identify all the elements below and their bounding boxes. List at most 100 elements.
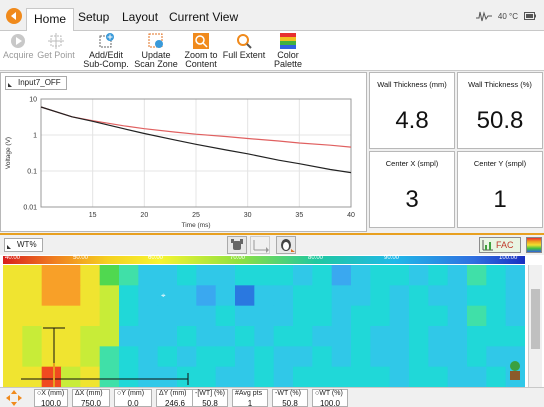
readout-value: 3 [405, 186, 419, 213]
field-label: #Avg pts [235, 390, 263, 397]
cscan-cell [370, 265, 391, 286]
update-scan-zone-button[interactable]: Update Scan Zone [133, 33, 179, 69]
cscan-cell [389, 265, 410, 286]
add-edit-subcomp-button[interactable]: Add/Edit Sub-Comp. [83, 33, 129, 69]
field-value: 1 [247, 399, 253, 407]
play-icon [10, 33, 26, 49]
zoom-content-label-1: Zoom to [184, 50, 218, 60]
pan-tool-button[interactable] [227, 236, 247, 254]
cscan-cell [177, 265, 197, 286]
palette-swatch-icon[interactable] [526, 237, 542, 253]
cscan-cell [119, 265, 139, 286]
field-max-wt[interactable]: ○WT (%) 100.0 [312, 389, 348, 407]
update-scan-label-2: Scan Zone [134, 59, 178, 69]
acquire-button[interactable]: Acquire [3, 33, 34, 60]
cscan-cell [312, 326, 333, 347]
cscan-cell [312, 366, 333, 387]
cscan-cell [196, 265, 217, 286]
cscan-cell [467, 285, 487, 307]
cscan-cell [273, 326, 294, 347]
cscan-map[interactable]: ⌖ [3, 265, 525, 387]
tab-setup[interactable]: Setup [78, 10, 110, 24]
cscan-cell [428, 305, 449, 327]
vertical-scrollbar[interactable] [528, 265, 542, 387]
tab-current-view[interactable]: Current View [169, 10, 239, 24]
field-min-wt[interactable]: -WT (%) 50.8 [272, 389, 308, 407]
cscan-cell [254, 285, 275, 307]
scan-zone-icon [148, 33, 164, 49]
cscan-cell [486, 305, 507, 327]
cscan-cell [80, 305, 101, 327]
cscan-cell [467, 346, 487, 368]
cscan-cell [196, 305, 217, 327]
cscan-cell [235, 265, 255, 286]
scrollbar-thumb[interactable] [531, 289, 540, 349]
add-edit-label-1: Add/Edit [88, 50, 124, 60]
cscan-cell [273, 305, 294, 327]
ascan-chart[interactable]: 15 20 25 30 35 40 10 1 0.1 0.01 Time (ms) Voltage (… [1, 73, 366, 231]
field-value: 100.0 [319, 399, 341, 407]
cscan-cell [312, 305, 333, 327]
y-tick-label: 0.1 [27, 169, 37, 176]
cscan-cell [41, 305, 62, 327]
cscan-cell [3, 346, 23, 368]
cscan-cell [177, 285, 197, 307]
cscan-cell [80, 285, 101, 307]
cscan-cell [22, 366, 43, 387]
view-selector[interactable]: WT% [4, 238, 43, 252]
cscan-cell [235, 285, 255, 307]
cscan-cell [138, 285, 159, 307]
signal-icon [475, 11, 492, 22]
field-label: ΔX (mm) [75, 390, 103, 397]
cscan-cell [486, 265, 507, 286]
probe-marker-icon: ⌖ [161, 291, 166, 300]
cscan-cell [370, 326, 391, 347]
magnifier-icon [236, 33, 252, 49]
field-avg-points[interactable]: #Avg pts 1 [232, 389, 268, 407]
cscan-cell [351, 285, 371, 307]
tab-home[interactable]: Home [26, 8, 75, 32]
fac-label: FAC [496, 240, 514, 250]
cscan-cell [331, 285, 352, 307]
cscan-cell [61, 285, 81, 307]
cscan-cell [80, 346, 101, 368]
reference-marker-icon [510, 361, 520, 380]
move-arrows-icon[interactable] [6, 390, 22, 406]
get-point-label: Get Point [37, 50, 75, 60]
field-delta-x[interactable]: ΔX (mm) 750.0 [72, 389, 110, 407]
cscan-cell [61, 305, 81, 327]
ruler-arrow-icon [253, 240, 269, 253]
cscan-cell [467, 326, 487, 347]
chart-icon [482, 240, 493, 251]
cscan-cell [22, 326, 43, 347]
cursor-tool-button[interactable] [276, 236, 296, 254]
field-value: 50.8 [282, 399, 298, 407]
palette-icon [280, 33, 296, 49]
get-point-button[interactable]: Get Point [37, 33, 75, 60]
cscan-cell [389, 305, 410, 327]
cscan-cell [447, 285, 468, 307]
field-y-origin[interactable]: ○Y (mm) 0.0 [114, 389, 152, 407]
cscan-cell [389, 366, 410, 387]
back-button[interactable] [6, 8, 22, 24]
cscan-cell [351, 265, 371, 286]
cscan-cell [273, 265, 294, 286]
fac-button[interactable]: FAC [479, 237, 521, 253]
field-avg-wt[interactable]: -[WT] (%) 50.8 [192, 389, 228, 407]
zoom-content-label-2: Content [185, 59, 217, 69]
input-selector[interactable]: Input7_OFF [5, 76, 67, 90]
color-palette-button[interactable]: Color Palette [272, 33, 304, 69]
readout-wall-thickness-mm: Wall Thickness (mm) 4.8 [369, 72, 455, 149]
field-x-origin[interactable]: ○X (mm) 100.0 [34, 389, 68, 407]
cscan-cell [41, 366, 62, 387]
field-delta-y[interactable]: ΔY (mm) 246.6 [156, 389, 194, 407]
full-extent-button[interactable]: Full Extent [222, 33, 266, 60]
field-label: -WT (%) [275, 390, 301, 397]
measure-tool-button[interactable] [250, 236, 270, 254]
zoom-to-content-button[interactable]: Zoom to Content [183, 33, 219, 69]
readout-label: Wall Thickness (mm) [377, 80, 447, 89]
cscan-cell [177, 326, 197, 347]
cscan-cell [157, 305, 178, 327]
cscan-cell [370, 366, 391, 387]
tab-layout[interactable]: Layout [122, 10, 159, 24]
